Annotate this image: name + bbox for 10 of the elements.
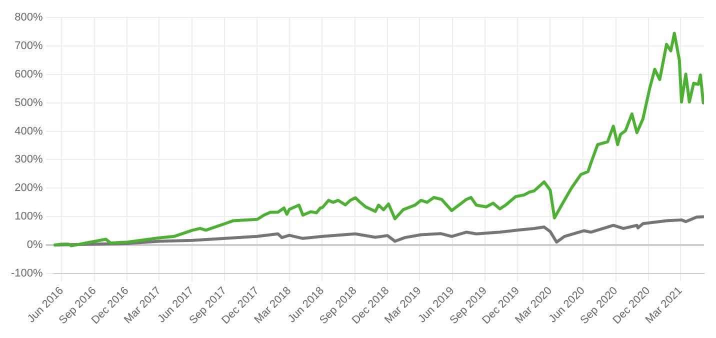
y-tick-label: 800% [14,12,44,24]
y-tick-label: -100% [11,267,44,280]
y-tick-label: 500% [14,96,44,109]
y-tick-label: 0% [26,238,44,251]
y-tick-label: 600% [14,68,44,80]
y-tick-label: 200% [14,182,44,194]
y-tick-label: 100% [14,210,44,223]
y-tick-label: 300% [14,154,44,166]
y-tick-label: 400% [14,125,44,138]
y-tick-label: 700% [14,40,44,52]
